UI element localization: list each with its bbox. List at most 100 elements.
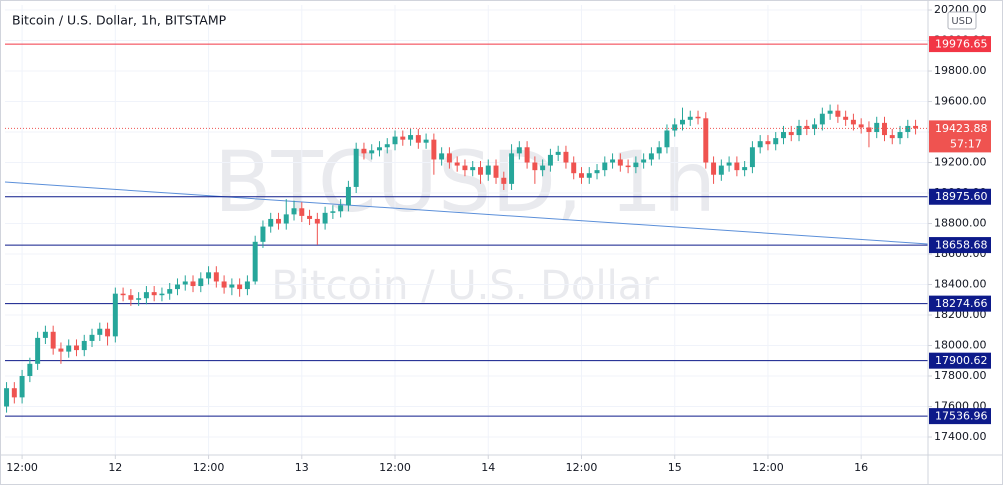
candle-body (159, 293, 165, 296)
candle-body (812, 124, 818, 129)
candle-body (237, 284, 243, 290)
candle-body (376, 147, 382, 151)
candle-body (718, 165, 724, 175)
candle-body (299, 208, 305, 216)
candle-body (268, 218, 274, 227)
candle-body (882, 122, 887, 136)
candle-body (843, 116, 849, 120)
candle-body (648, 153, 654, 160)
candle-body (547, 154, 553, 166)
level-label-box (929, 352, 991, 369)
candle-body (392, 136, 398, 145)
candle-body (11, 388, 17, 398)
candle-body (905, 125, 911, 133)
y-tick-label: 18000.00 (934, 339, 987, 352)
candle-body (625, 165, 631, 168)
candle-body (633, 162, 639, 168)
candle-body (742, 167, 748, 171)
candle-body (361, 148, 367, 154)
candle-body (283, 214, 289, 224)
candle-body (42, 331, 48, 338)
candle-body (275, 218, 281, 224)
candle-body (136, 298, 142, 300)
candle-body (338, 205, 344, 212)
candle-body (58, 348, 64, 352)
candle-body (835, 110, 841, 117)
candle-body (190, 281, 196, 287)
level-label: 18975.60 (935, 190, 988, 203)
candle-body (703, 118, 709, 163)
candle-body (749, 147, 755, 168)
candle-body (27, 363, 33, 377)
x-tick-label: 12:00 (566, 461, 598, 474)
candle-body (485, 165, 491, 175)
candle-body (252, 241, 258, 282)
y-tick-label: 18800.00 (934, 217, 987, 230)
candle-body (765, 141, 771, 145)
currency-badge (947, 11, 977, 30)
last-price-label: 19423.88 (935, 122, 988, 135)
candle-body (477, 167, 483, 175)
candle-body (858, 124, 864, 128)
candle-body (89, 334, 95, 341)
candle-body (874, 122, 880, 133)
candle-body (711, 162, 717, 175)
candle-body (540, 165, 546, 171)
candle-body (198, 278, 204, 287)
candle-body (695, 116, 701, 119)
candle-body (734, 162, 740, 171)
level-label: 17900.62 (935, 354, 988, 367)
x-tick-label: 12:00 (379, 461, 411, 474)
last-price-box (929, 120, 991, 153)
x-tick-label: 15 (668, 461, 682, 474)
y-tick-label: 17800.00 (934, 369, 987, 382)
candle-body (726, 162, 732, 166)
candle-body (773, 138, 779, 145)
candle-body (579, 173, 584, 178)
candle-body (516, 147, 522, 154)
candle-body (664, 130, 670, 148)
candle-body (641, 159, 647, 163)
candle-body (330, 211, 336, 213)
candle-body (524, 147, 530, 163)
candle-body (213, 272, 219, 282)
candle-body (788, 132, 794, 136)
candle-body (206, 272, 212, 279)
x-tick-label: 12:00 (6, 461, 38, 474)
candle-body (19, 376, 25, 398)
candle-body (384, 144, 390, 148)
candle-body (897, 132, 903, 139)
candle-body (400, 136, 406, 140)
candle-body (50, 331, 56, 349)
candle-body (105, 328, 111, 337)
y-tick-label: 18400.00 (934, 278, 987, 291)
watermark-symbol: BTCUSD, 1h (214, 133, 716, 231)
candle-body (369, 150, 375, 154)
currency-label: USD (951, 16, 973, 27)
level-label-box (929, 237, 991, 254)
chart-title: Bitcoin / U.S. Dollar, 1h, BITSTAMP (12, 13, 227, 28)
candle-body (182, 281, 188, 285)
candle-body (781, 132, 786, 139)
candle-body (307, 215, 313, 219)
candle-body (423, 139, 429, 143)
candle-body (244, 281, 250, 290)
trendline (4, 181, 929, 245)
candle-body (353, 148, 359, 187)
candle-body (610, 159, 616, 163)
candle-body (656, 147, 662, 154)
candle-body (804, 125, 810, 129)
candle-body (345, 186, 351, 206)
candle-body (454, 162, 460, 166)
countdown-label: 57:17 (950, 137, 982, 150)
candle-body (415, 135, 421, 143)
candle-body (827, 110, 833, 114)
x-tick-label: 16 (854, 461, 868, 474)
candle-body (586, 173, 592, 178)
candle-body (120, 293, 126, 296)
candle-body (4, 388, 10, 407)
candle-body (866, 127, 872, 133)
candle-body (819, 113, 825, 125)
candle-body (501, 177, 507, 184)
